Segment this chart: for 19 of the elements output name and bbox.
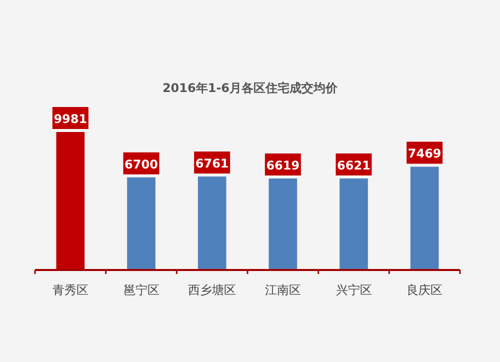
x-tick-label: 江南区 [264,283,301,297]
x-tick-label: 兴宁区 [336,283,372,297]
bar [268,178,298,270]
data-label: 6700 [124,157,158,172]
bar [410,166,439,270]
data-label: 7469 [408,146,442,161]
data-label: 6621 [337,158,370,172]
data-label: 9981 [54,112,88,126]
chart-title: 2016年1-6月各区住宅成交均价 [162,81,339,95]
bar [340,178,368,270]
x-tick-label: 良庆区 [406,283,443,297]
bar [56,132,85,270]
data-label: 6761 [195,156,229,171]
bar [127,177,156,270]
data-label: 6619 [266,158,300,172]
bar [198,176,226,270]
x-tick-label: 邕宁区 [123,283,160,297]
x-tick-label: 西乡塘区 [188,283,236,297]
x-tick-label: 青秀区 [52,283,88,297]
